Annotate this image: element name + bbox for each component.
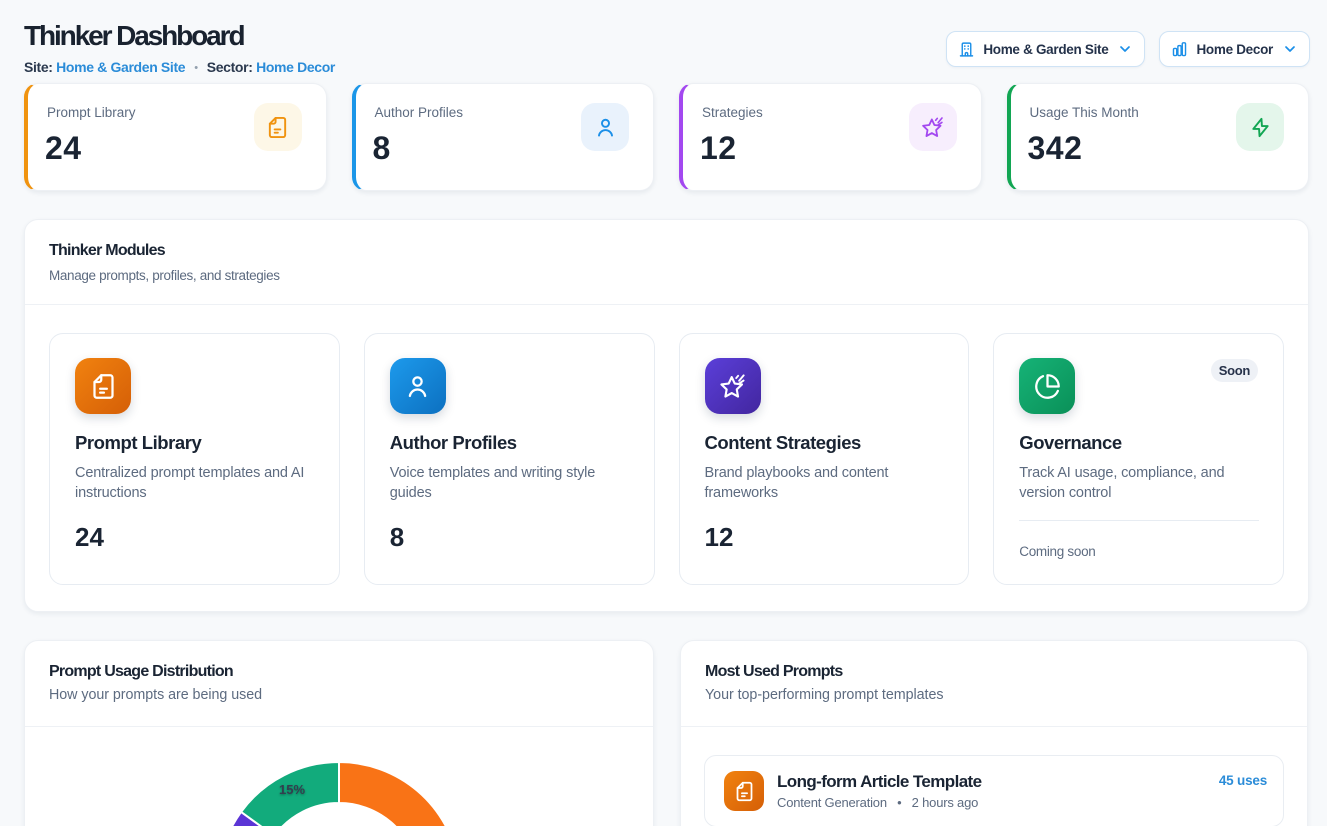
svg-text:15%: 15%: [279, 782, 305, 797]
